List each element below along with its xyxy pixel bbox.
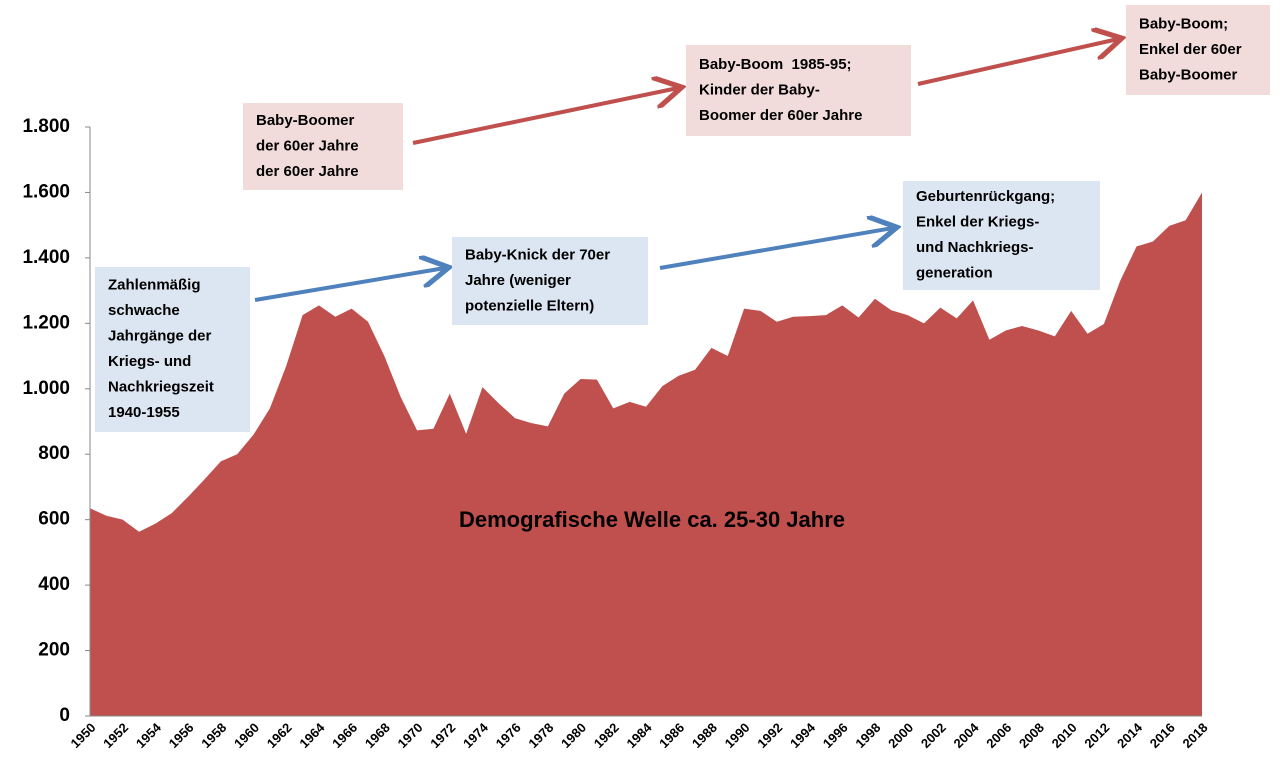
annotation-text: Boomer der 60er Jahre bbox=[699, 107, 862, 124]
annotation-box bbox=[903, 181, 1100, 290]
x-tick-label: 1958 bbox=[198, 720, 229, 751]
x-tick-label: 1988 bbox=[689, 720, 720, 751]
x-tick-label: 2000 bbox=[885, 720, 916, 751]
x-tick-label: 2014 bbox=[1114, 719, 1146, 751]
annotation-text: Geburtenrückgang; bbox=[916, 188, 1055, 205]
arrow bbox=[254, 268, 445, 302]
x-tick-label: 1970 bbox=[395, 720, 426, 751]
x-tick-label: 2002 bbox=[918, 720, 949, 751]
annotation-box bbox=[1126, 5, 1270, 95]
annotation-text: Jahre (weniger bbox=[465, 272, 571, 289]
y-tick-label: 400 bbox=[38, 574, 70, 595]
arrow bbox=[659, 228, 893, 270]
x-tick-label: 1974 bbox=[460, 719, 492, 751]
plot bbox=[90, 192, 1202, 716]
annotation-text: Baby-Knick der 70er bbox=[465, 246, 610, 263]
x-tick-label: 2008 bbox=[1016, 720, 1047, 751]
annotation-text: der 60er Jahre bbox=[256, 137, 359, 154]
arrow bbox=[412, 88, 678, 145]
x-tick-label: 1994 bbox=[787, 719, 819, 751]
x-tick-label: 1976 bbox=[493, 720, 524, 751]
annotation-box bbox=[243, 103, 403, 190]
annotation-text: schwache bbox=[108, 302, 180, 319]
y-tick-label: 1.400 bbox=[22, 247, 70, 268]
x-tick-label: 1950 bbox=[67, 720, 98, 751]
annotation-text: potenzielle Eltern) bbox=[465, 297, 594, 314]
x-tick-label: 2004 bbox=[951, 719, 983, 751]
y-tick-label: 1.800 bbox=[22, 116, 70, 137]
x-tick-label: 1990 bbox=[722, 720, 753, 751]
x-tick-label: 1986 bbox=[656, 720, 687, 751]
annotation-text: Baby-Boom; bbox=[1139, 15, 1228, 32]
area bbox=[90, 192, 1202, 716]
x-tick-label: 2012 bbox=[1081, 720, 1112, 751]
x-tick-label: 1972 bbox=[427, 720, 458, 751]
y-tick-label: 200 bbox=[38, 640, 70, 661]
annotation-text: Baby-Boomer bbox=[256, 112, 355, 129]
x-tick-label: 1984 bbox=[623, 719, 655, 751]
y-tick-label: 600 bbox=[38, 509, 70, 530]
annotation-box bbox=[686, 45, 911, 136]
annotation-text: Enkel der Kriegs- bbox=[916, 214, 1039, 231]
x-tick-label: 1980 bbox=[558, 720, 589, 751]
x-tick-label: 1954 bbox=[133, 719, 165, 751]
annotation-text: Enkel der 60er bbox=[1139, 41, 1242, 58]
x-tick-label: 1956 bbox=[166, 720, 197, 751]
x-tick-label: 2006 bbox=[983, 720, 1014, 751]
annotation-text: Baby-Boomer bbox=[1139, 66, 1238, 83]
x-tick-label: 1962 bbox=[264, 720, 295, 751]
annotation-text: Jahrgänge der bbox=[108, 328, 212, 345]
x-tick-label: 1952 bbox=[100, 720, 131, 751]
y-tick-label: 1.600 bbox=[22, 181, 70, 202]
y-tick-label: 1.000 bbox=[22, 378, 70, 399]
x-tick-label: 1998 bbox=[852, 720, 883, 751]
x-tick-label: 1982 bbox=[591, 720, 622, 751]
annotation-text: Zahlenmäßig bbox=[108, 277, 201, 294]
x-tick-label: 1964 bbox=[296, 719, 328, 751]
x-tick-label: 1960 bbox=[231, 720, 262, 751]
x-tick-label: 2010 bbox=[1049, 720, 1080, 751]
arrow bbox=[917, 39, 1118, 86]
x-tick-label: 1968 bbox=[362, 720, 393, 751]
center-label: Demografische Welle ca. 25-30 Jahre bbox=[459, 507, 845, 532]
y-tick-label: 1.200 bbox=[22, 312, 70, 333]
x-tick-label: 2016 bbox=[1147, 720, 1178, 751]
y-tick-label: 0 bbox=[59, 705, 70, 726]
x-tick-label: 2018 bbox=[1179, 720, 1210, 751]
annotation-box bbox=[95, 267, 250, 432]
annotation-text: Kinder der Baby- bbox=[699, 81, 820, 98]
y-tick-label: 800 bbox=[38, 443, 70, 464]
annotation-text: Baby-Boom 1985-95; bbox=[699, 56, 852, 73]
annotation-text: und Nachkriegs- bbox=[916, 239, 1034, 256]
annotation-text: der 60er Jahre bbox=[256, 163, 359, 180]
x-tick-label: 1992 bbox=[754, 720, 785, 751]
annotation-text: Kriegs- und bbox=[108, 353, 191, 370]
x-tick-label: 1978 bbox=[525, 720, 556, 751]
annotation-text: 1940-1955 bbox=[108, 404, 180, 421]
annotation-text: generation bbox=[916, 265, 993, 282]
annotation-box bbox=[452, 237, 648, 325]
annotation-text: Nachkriegszeit bbox=[108, 379, 214, 396]
x-tick-label: 1996 bbox=[820, 720, 851, 751]
x-tick-label: 1966 bbox=[329, 720, 360, 751]
